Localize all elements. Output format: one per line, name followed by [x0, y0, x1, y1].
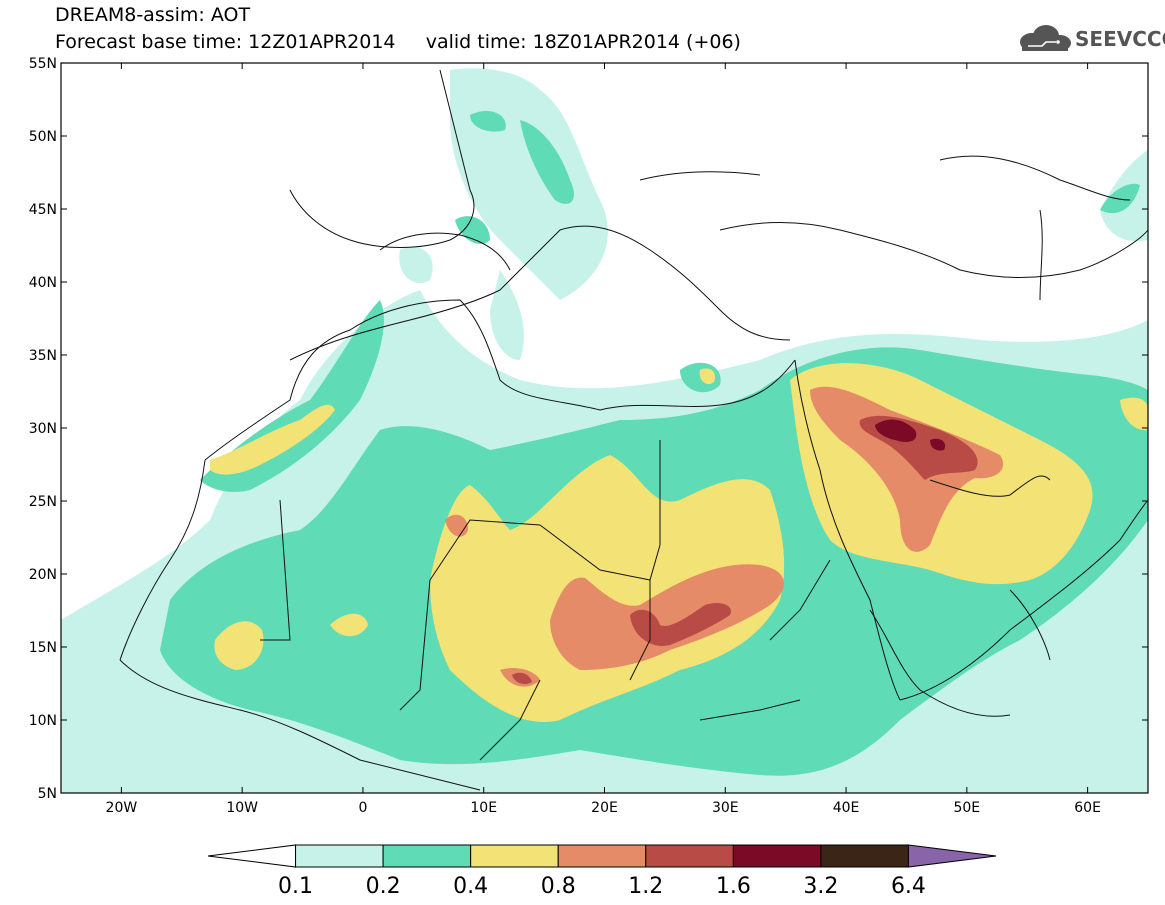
coastlines-and-borders	[119, 69, 1148, 791]
lon-tick-label: 10W	[226, 800, 258, 816]
lat-tick-label: 45N	[29, 202, 57, 218]
colorbar-label: 1.2	[628, 874, 663, 899]
lat-tick-label: 20N	[29, 567, 57, 583]
lat-tick-label: 35N	[29, 348, 57, 364]
colorbar-swatch	[732, 844, 822, 868]
latitude-axis: 55N 50N 45N 40N 35N 30N 25N 20N 15N 10N 5N	[29, 56, 1148, 802]
colorbar-swatch	[557, 844, 647, 868]
colorbar-label: 6.4	[891, 874, 926, 899]
lat-tick-label: 5N	[38, 786, 57, 802]
cloud-logo-icon	[1020, 25, 1071, 51]
lon-tick-label: 20W	[106, 800, 138, 816]
lat-tick-label: 40N	[29, 275, 57, 291]
lat-tick-label: 25N	[29, 494, 57, 510]
lon-tick-label: 0	[358, 800, 367, 816]
colorbar-swatch	[820, 844, 909, 868]
colorbar-swatch	[382, 844, 472, 868]
colorbar-swatch	[645, 844, 734, 868]
lon-tick-label: 10E	[470, 800, 497, 816]
lon-tick-label: 50E	[953, 800, 980, 816]
lat-tick-label: 55N	[29, 56, 57, 72]
colorbar-high-arrow	[907, 844, 997, 868]
aot-colorbar: 0.1 0.2 0.4 0.8 1.2 1.6 3.2 6.4	[207, 844, 997, 899]
map-title: DREAM8-assim: AOT	[55, 4, 251, 26]
lon-tick-label: 20E	[591, 800, 618, 816]
colorbar-label: 0.4	[453, 874, 488, 899]
colorbar-label: 1.6	[716, 874, 751, 899]
lat-tick-label: 50N	[29, 129, 57, 145]
aot-shading	[61, 68, 1148, 793]
colorbar-label: 0.8	[541, 874, 576, 899]
colorbar-label: 0.1	[278, 874, 313, 899]
seevccc-logo: SEEVCCC	[1075, 27, 1165, 51]
lon-tick-label: 40E	[833, 800, 860, 816]
colorbar-low-arrow	[207, 844, 297, 868]
colorbar-label: 0.2	[366, 874, 401, 899]
lon-tick-label: 30E	[712, 800, 739, 816]
longitude-axis: 20W 10W 0 10E 20E 30E 40E 50E 60E	[106, 63, 1101, 816]
forecast-times: Forecast base time: 12Z01APR2014 valid t…	[55, 31, 741, 53]
colorbar-swatch	[295, 844, 384, 868]
colorbar-swatch	[470, 844, 559, 868]
aot-level-1.6	[875, 419, 946, 451]
colorbar-label: 3.2	[803, 874, 838, 899]
lat-tick-label: 30N	[29, 421, 57, 437]
lat-tick-label: 15N	[29, 640, 57, 656]
lat-tick-label: 10N	[29, 713, 57, 729]
lon-tick-label: 60E	[1074, 800, 1101, 816]
